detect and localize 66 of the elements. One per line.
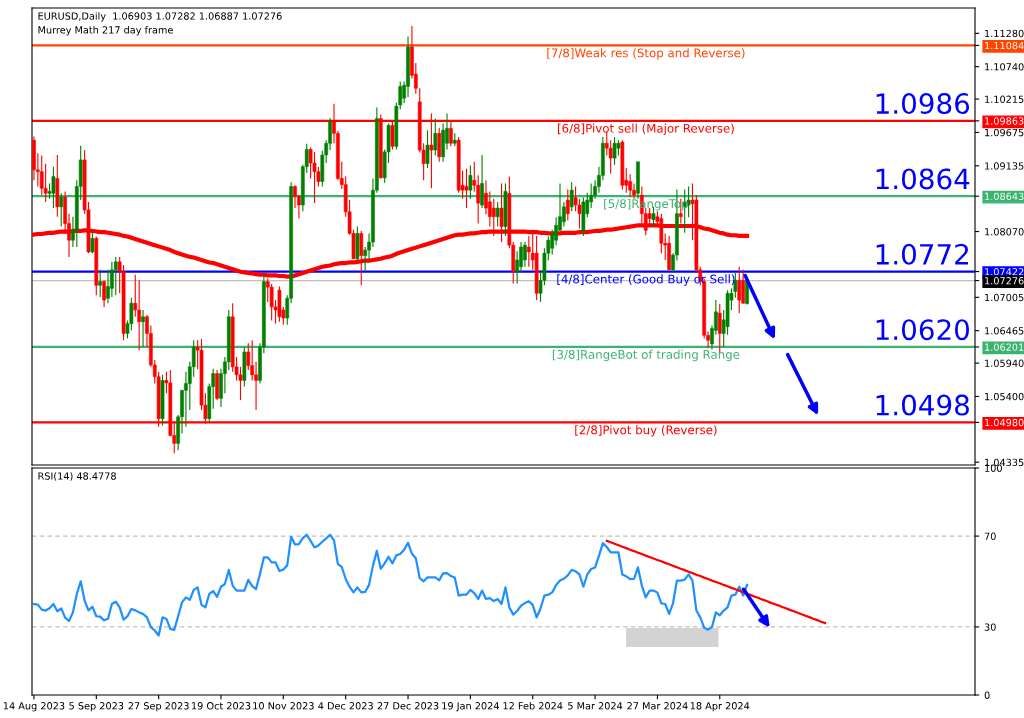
y-tick-label: 1.04980 [985,418,1024,427]
candlestick [433,117,438,157]
x-tick-label: 19 Jan 2024 [442,702,499,712]
ref-line-label: [2/8]Pivot buy (Reverse) [575,425,717,437]
chart-title: RSI(14) 48.4778 [38,472,116,481]
y-tick-label: 1.05940 [985,359,1024,367]
y-tick-label: 1.11280 [985,29,1024,38]
y-tick-label: 1.08070 [985,228,1024,236]
y-tick-label: 1.07276 [985,277,1024,285]
x-tick-label: 27 Sep 2023 [128,702,189,712]
candlestick [468,164,473,200]
x-tick-label: 19 Oct 2023 [192,702,251,710]
x-tick-label: 27 Dec 2023 [377,702,439,710]
y-tick-label: 1.06465 [985,327,1024,335]
chart-title: EURUSD,Daily 1.06903 1.07282 1.06887 1.07276 [38,12,282,22]
y-tick-label: 1.10215 [985,95,1024,103]
x-tick-label: 12 Feb 2024 [503,701,563,710]
y-tick-label: 1.11084 [985,41,1024,50]
y-tick-label: 70 [984,532,996,540]
annotation: 1.0772 [876,243,969,265]
y-tick-label: 30 [984,623,996,631]
x-tick-label: 27 Mar 2024 [627,702,688,710]
x-tick-label: 5 Sep 2023 [69,702,124,712]
ref-line-label: [6/8]Pivot sell (Major Reverse) [557,123,734,136]
y-tick-label: 1.09863 [985,117,1024,125]
y-tick-label: 1.08643 [985,192,1024,200]
y-tick-label: 1.10740 [985,63,1024,71]
y-tick-label: 100 [985,464,1002,472]
candlestick [133,274,138,318]
candlestick [425,129,430,169]
annotation: 1.0986 [876,93,970,115]
candlestick [59,192,64,228]
candlestick [569,181,574,212]
annotation: 1.0498 [876,394,969,416]
candlestick [480,154,484,209]
candlestick [137,279,141,351]
candlestick [565,189,570,221]
text: Murrey Math 217 day frame [38,26,173,36]
candlestick [437,127,442,163]
y-tick-label: 1.06201 [985,343,1024,351]
candlestick [464,168,469,209]
y-tick-label: 1.04335 [985,458,1024,467]
candlestick [312,151,317,204]
candlestick [102,279,106,308]
candlestick [141,309,145,348]
x-tick-label: 5 Mar 2024 [568,702,623,710]
x-tick-label: 18 Apr 2024 [690,702,750,712]
annotation: 1.0620 [876,319,969,341]
ref-line-label: [3/8]RangeBot of trading Range [552,349,740,362]
ref-line-label: [7/8]Weak res (Stop and Reverse) [547,48,745,60]
x-tick-label: 10 Nov 2023 [253,702,314,710]
y-tick-label: 1.05400 [985,392,1024,401]
y-tick-label: 1.09135 [985,162,1024,170]
x-tick-label: 14 Aug 2023 [3,702,65,712]
candlestick [495,201,500,228]
x-tick-label: 4 Dec 2023 [318,702,373,710]
line-series [32,533,749,637]
y-tick-label: 1.07422 [985,268,1024,276]
line-series [605,539,827,625]
candlestick [246,342,251,371]
y-tick-label: 1.09675 [985,128,1024,137]
y-tick-label: 1.07005 [985,293,1024,302]
annotation: 1.0864 [876,168,970,190]
candlestick [98,269,103,298]
candlestick [737,266,742,314]
y-tick-label: 0 [984,691,990,699]
